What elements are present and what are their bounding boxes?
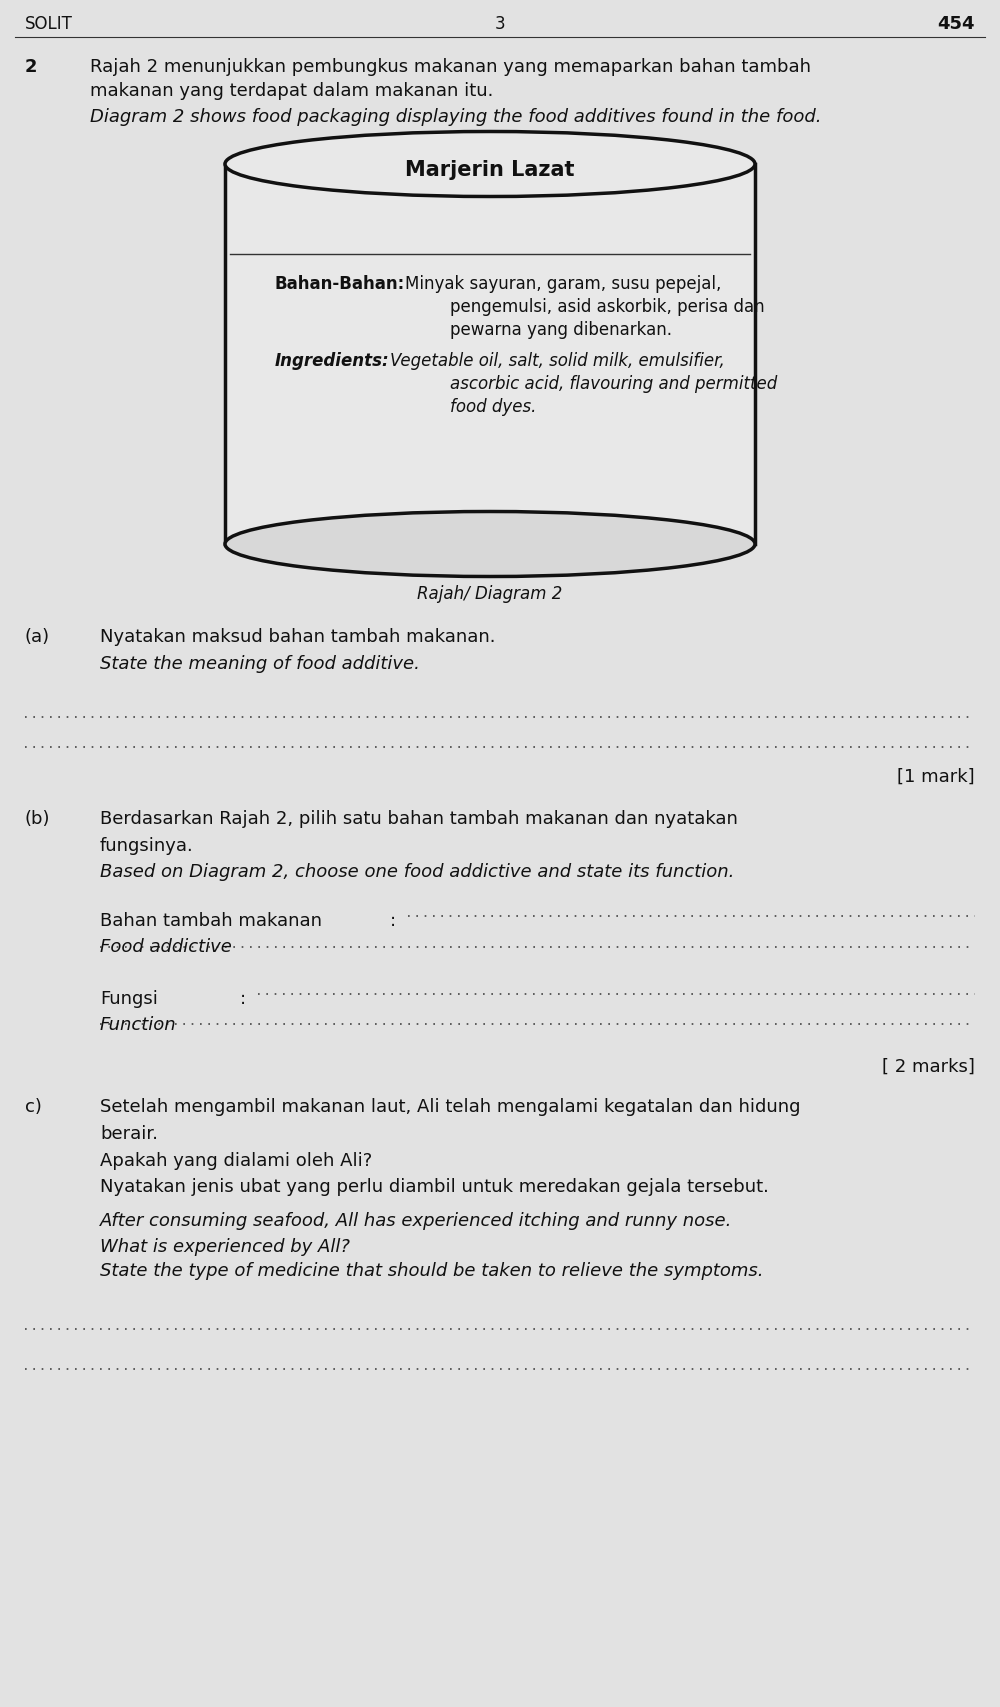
Text: food dyes.: food dyes. (450, 398, 536, 417)
Text: [ 2 marks]: [ 2 marks] (882, 1057, 975, 1075)
Text: Bahan-Bahan:: Bahan-Bahan: (275, 275, 405, 294)
Text: Marjerin Lazat: Marjerin Lazat (405, 160, 575, 179)
Text: (b): (b) (25, 809, 50, 828)
Text: fungsinya.: fungsinya. (100, 836, 194, 855)
Text: Nyatakan maksud bahan tambah makanan.: Nyatakan maksud bahan tambah makanan. (100, 628, 496, 645)
Text: Function: Function (100, 1016, 177, 1033)
Text: Food addictive: Food addictive (100, 937, 232, 956)
Text: [1 mark]: [1 mark] (897, 768, 975, 785)
Text: Vegetable oil, salt, solid milk, emulsifier,: Vegetable oil, salt, solid milk, emulsif… (390, 352, 725, 370)
Text: Ingredients:: Ingredients: (275, 352, 390, 370)
Text: Diagram 2 shows food packaging displaying the food additives found in the food.: Diagram 2 shows food packaging displayin… (90, 108, 822, 126)
Text: State the meaning of food additive.: State the meaning of food additive. (100, 654, 420, 673)
Text: :: : (240, 990, 246, 1007)
Text: c): c) (25, 1098, 42, 1115)
Text: (a): (a) (25, 628, 50, 645)
Text: ascorbic acid, flavouring and permitted: ascorbic acid, flavouring and permitted (450, 376, 777, 393)
Text: :: : (390, 912, 396, 929)
Text: State the type of medicine that should be taken to relieve the symptoms.: State the type of medicine that should b… (100, 1261, 764, 1279)
Text: Rajah 2 menunjukkan pembungkus makanan yang memaparkan bahan tambah: Rajah 2 menunjukkan pembungkus makanan y… (90, 58, 811, 75)
Bar (225, 166, 755, 545)
Text: Based on Diagram 2, choose one food addictive and state its function.: Based on Diagram 2, choose one food addi… (100, 862, 734, 881)
Text: makanan yang terdapat dalam makanan itu.: makanan yang terdapat dalam makanan itu. (90, 82, 493, 101)
Text: pengemulsi, asid askorbik, perisa dan: pengemulsi, asid askorbik, perisa dan (450, 297, 765, 316)
Text: Rajah/ Diagram 2: Rajah/ Diagram 2 (417, 586, 563, 603)
Text: berair.: berair. (100, 1125, 158, 1142)
Text: After consuming seafood, All has experienced itching and runny nose.: After consuming seafood, All has experie… (100, 1212, 732, 1229)
Text: Bahan tambah makanan: Bahan tambah makanan (100, 912, 322, 929)
Text: 3: 3 (495, 15, 505, 32)
Text: SOLIT: SOLIT (25, 15, 73, 32)
Text: 2: 2 (25, 58, 38, 75)
Text: 454: 454 (938, 15, 975, 32)
Text: Setelah mengambil makanan laut, Ali telah mengalami kegatalan dan hidung: Setelah mengambil makanan laut, Ali tela… (100, 1098, 800, 1115)
Ellipse shape (225, 133, 755, 198)
Text: Berdasarkan Rajah 2, pilih satu bahan tambah makanan dan nyatakan: Berdasarkan Rajah 2, pilih satu bahan ta… (100, 809, 738, 828)
Text: Nyatakan jenis ubat yang perlu diambil untuk meredakan gejala tersebut.: Nyatakan jenis ubat yang perlu diambil u… (100, 1178, 769, 1195)
Ellipse shape (225, 512, 755, 577)
Text: pewarna yang dibenarkan.: pewarna yang dibenarkan. (450, 321, 672, 338)
Text: What is experienced by All?: What is experienced by All? (100, 1238, 350, 1255)
Text: Minyak sayuran, garam, susu pepejal,: Minyak sayuran, garam, susu pepejal, (405, 275, 721, 294)
Text: Apakah yang dialami oleh Ali?: Apakah yang dialami oleh Ali? (100, 1151, 372, 1169)
Text: Fungsi: Fungsi (100, 990, 158, 1007)
